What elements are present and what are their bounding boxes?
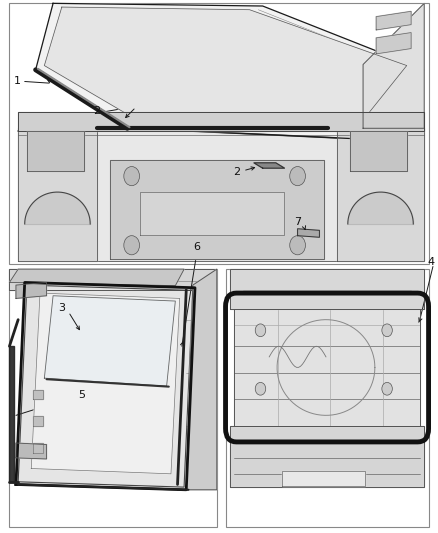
Polygon shape bbox=[27, 131, 84, 171]
Polygon shape bbox=[44, 7, 407, 131]
Text: 2: 2 bbox=[233, 167, 240, 177]
FancyBboxPatch shape bbox=[10, 3, 428, 264]
Polygon shape bbox=[230, 426, 424, 487]
Polygon shape bbox=[337, 128, 424, 261]
Polygon shape bbox=[16, 443, 46, 459]
Polygon shape bbox=[177, 269, 217, 490]
Polygon shape bbox=[16, 282, 46, 298]
Circle shape bbox=[290, 236, 305, 255]
Polygon shape bbox=[10, 346, 14, 482]
Polygon shape bbox=[18, 285, 193, 487]
Circle shape bbox=[290, 166, 305, 185]
Polygon shape bbox=[110, 160, 324, 259]
Text: 2: 2 bbox=[93, 106, 100, 116]
Polygon shape bbox=[363, 3, 424, 128]
Text: 3: 3 bbox=[58, 303, 65, 313]
Polygon shape bbox=[376, 11, 411, 30]
FancyBboxPatch shape bbox=[10, 269, 217, 527]
Polygon shape bbox=[44, 296, 175, 386]
Polygon shape bbox=[283, 471, 365, 486]
Circle shape bbox=[382, 324, 392, 337]
Polygon shape bbox=[230, 269, 424, 309]
Polygon shape bbox=[376, 33, 411, 54]
Circle shape bbox=[255, 382, 266, 395]
Polygon shape bbox=[350, 131, 407, 171]
Text: 5: 5 bbox=[78, 390, 85, 400]
Circle shape bbox=[124, 236, 140, 255]
Polygon shape bbox=[141, 192, 285, 235]
Polygon shape bbox=[33, 390, 43, 399]
Circle shape bbox=[255, 324, 266, 337]
Polygon shape bbox=[254, 163, 285, 168]
Polygon shape bbox=[33, 443, 43, 453]
Polygon shape bbox=[35, 3, 424, 139]
Polygon shape bbox=[297, 229, 319, 237]
Text: 4: 4 bbox=[427, 257, 434, 267]
Text: 1: 1 bbox=[14, 77, 21, 86]
Circle shape bbox=[124, 166, 140, 185]
Polygon shape bbox=[18, 128, 424, 261]
Polygon shape bbox=[18, 128, 97, 261]
Polygon shape bbox=[10, 269, 184, 286]
FancyBboxPatch shape bbox=[226, 269, 428, 527]
Polygon shape bbox=[33, 416, 43, 426]
Polygon shape bbox=[18, 112, 424, 131]
Circle shape bbox=[382, 382, 392, 395]
Text: 6: 6 bbox=[194, 242, 201, 252]
Polygon shape bbox=[10, 269, 215, 290]
Text: 7: 7 bbox=[294, 217, 301, 228]
Polygon shape bbox=[234, 309, 420, 426]
Polygon shape bbox=[31, 293, 180, 474]
